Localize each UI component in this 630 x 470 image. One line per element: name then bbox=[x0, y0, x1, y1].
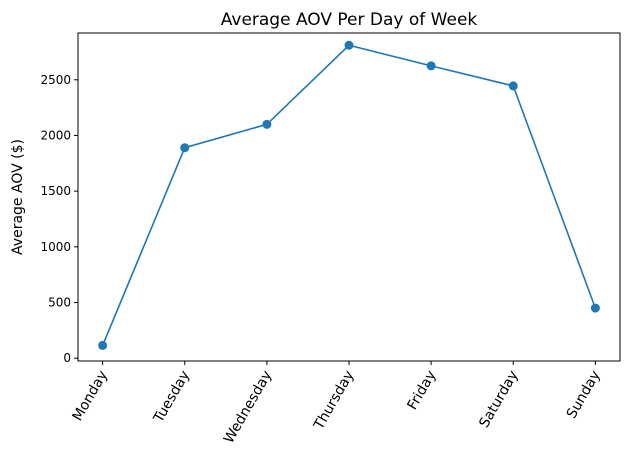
series-line bbox=[101, 44, 597, 346]
data-point bbox=[262, 119, 272, 129]
x-tick-label: Tuesday bbox=[150, 368, 193, 426]
data-point bbox=[508, 81, 518, 91]
data-point bbox=[180, 143, 190, 153]
x-tick-label: Thursday bbox=[311, 368, 358, 433]
y-tick-label: 2000 bbox=[40, 128, 71, 142]
x-tick-label: Friday bbox=[405, 368, 440, 413]
data-point bbox=[98, 340, 108, 350]
x-tick-label: Saturday bbox=[476, 368, 521, 431]
data-point bbox=[590, 303, 600, 313]
data-point bbox=[426, 61, 436, 71]
chart-title: Average AOV Per Day of Week bbox=[221, 10, 478, 30]
y-axis-label: Average AOV ($) bbox=[10, 139, 26, 255]
plot-frame bbox=[77, 32, 621, 362]
y-tick-label: 1000 bbox=[40, 240, 71, 254]
x-tick-label: Sunday bbox=[564, 368, 604, 421]
y-tick-label: 500 bbox=[48, 296, 71, 310]
x-tick-label: Wednesday bbox=[221, 368, 275, 446]
x-ticks: Monday Tuesday Wednesday Thursday Friday Satu… bbox=[70, 361, 604, 446]
data-point bbox=[344, 40, 354, 50]
y-tick-label: 1500 bbox=[40, 184, 71, 198]
series-layer bbox=[98, 40, 600, 350]
x-tick-label: Monday bbox=[70, 368, 111, 424]
y-tick-label: 0 bbox=[63, 351, 71, 365]
y-tick-label: 2500 bbox=[40, 73, 71, 87]
axes bbox=[77, 32, 621, 362]
y-ticks: 0 500 1000 1500 2000 2500 bbox=[40, 73, 78, 365]
